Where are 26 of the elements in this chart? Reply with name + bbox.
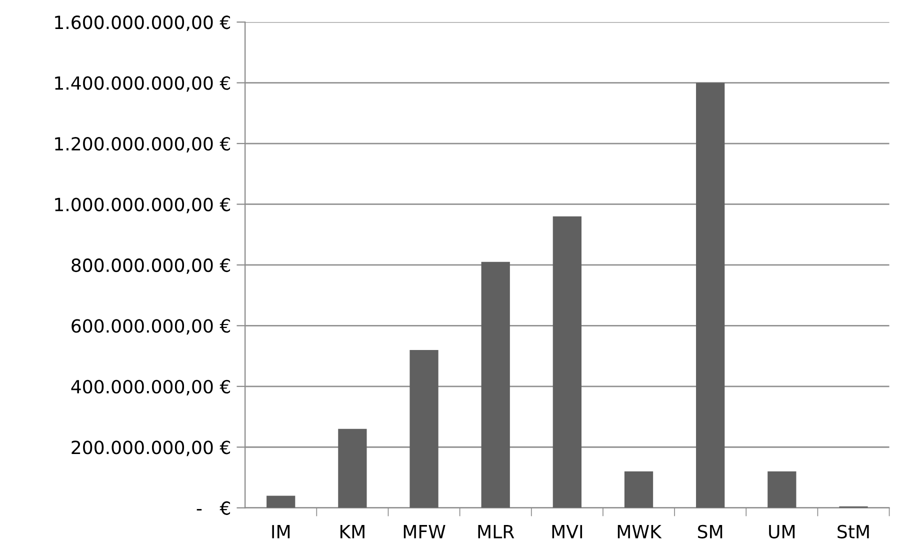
y-tick-label: 200.000.000,00 € bbox=[72, 440, 230, 456]
bar bbox=[624, 471, 654, 508]
x-tick-label: MWK bbox=[618, 525, 662, 538]
y-tick-label: 800.000.000,00 € bbox=[72, 258, 230, 274]
bar bbox=[552, 216, 582, 508]
bar bbox=[338, 428, 367, 508]
x-tick-label: KM bbox=[340, 525, 364, 538]
y-tick-label: 1.600.000.000,00 € bbox=[55, 16, 230, 32]
bar bbox=[768, 471, 796, 508]
bar bbox=[266, 496, 296, 508]
y-tick-label: 1.000.000.000,00 € bbox=[55, 198, 230, 214]
x-tick-label: UM bbox=[769, 525, 795, 538]
bar bbox=[410, 350, 438, 508]
x-tick-label: MLR bbox=[478, 525, 514, 538]
y-tick-label: - € bbox=[196, 501, 230, 515]
bar bbox=[696, 82, 725, 508]
x-tick-label: MFW bbox=[404, 525, 446, 538]
y-tick-label: 1.200.000.000,00 € bbox=[55, 136, 230, 152]
x-tick-label: MVI bbox=[552, 525, 582, 538]
y-tick-label: 600.000.000,00 € bbox=[72, 319, 230, 335]
y-tick-label: 1.400.000.000,00 € bbox=[55, 76, 230, 92]
y-tick-label: 400.000.000,00 € bbox=[71, 380, 230, 396]
bar bbox=[481, 262, 510, 508]
x-tick-label: IM bbox=[272, 525, 290, 538]
x-tick-label: StM bbox=[838, 524, 869, 538]
x-tick-label: SM bbox=[698, 524, 722, 538]
